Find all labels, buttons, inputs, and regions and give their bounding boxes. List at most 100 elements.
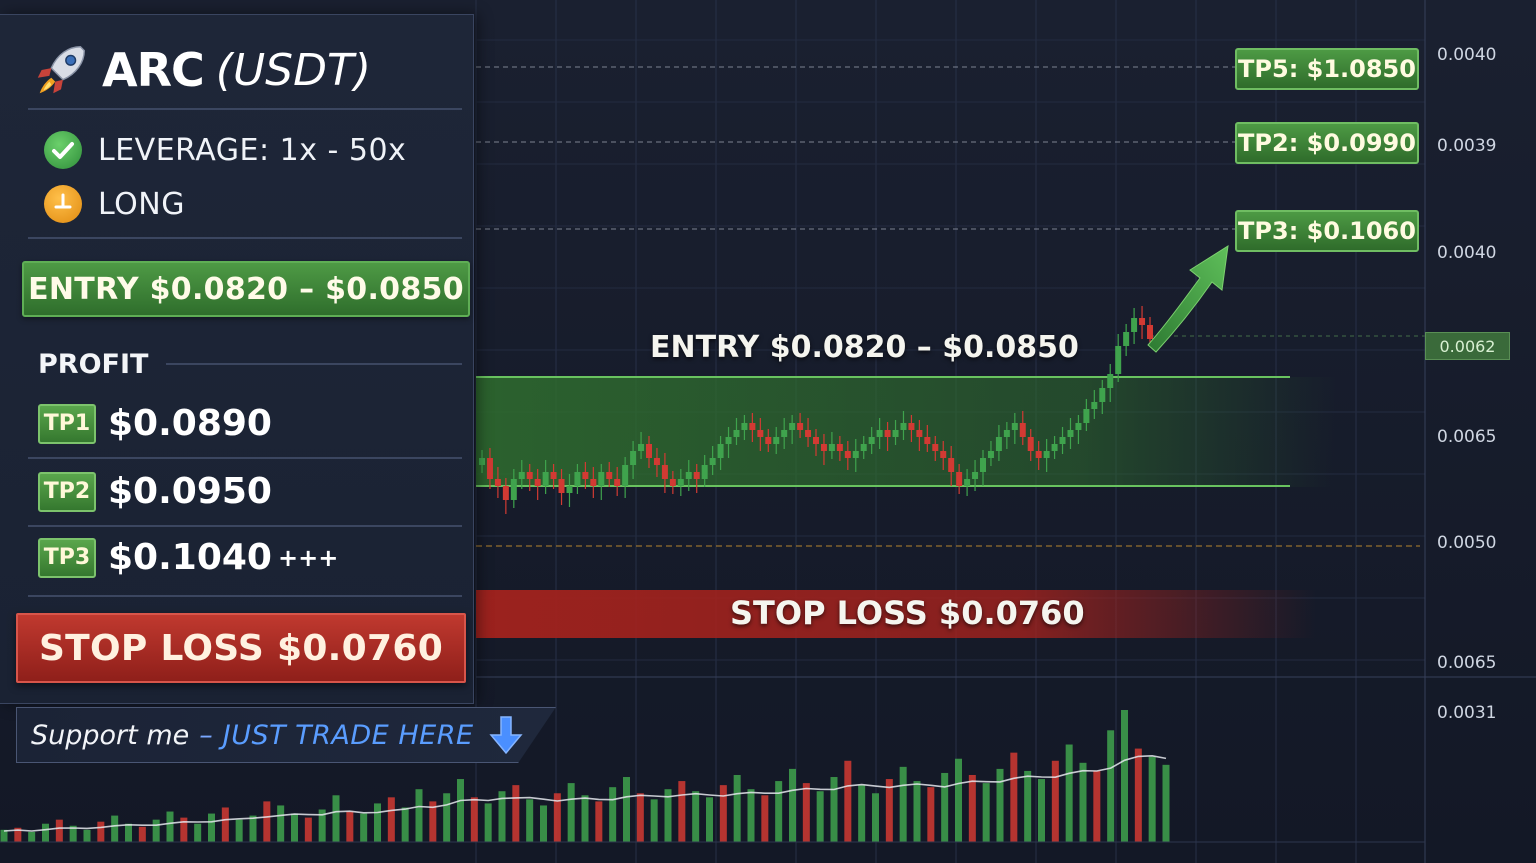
- candle-body: [852, 451, 859, 458]
- candle-body: [534, 479, 541, 486]
- candle-body: [1123, 332, 1130, 346]
- divider: [28, 595, 462, 597]
- candle-body: [725, 437, 732, 444]
- candle: [646, 436, 652, 468]
- volume-bar: [885, 779, 893, 842]
- trade-here-link[interactable]: JUST TRADE HERE: [222, 719, 474, 751]
- volume-bar: [1121, 710, 1128, 842]
- target-price: $0.0950: [108, 471, 272, 512]
- axis-tick-label: 0.0065: [1437, 653, 1497, 673]
- candle: [1067, 418, 1074, 449]
- candle: [900, 411, 907, 440]
- candle: [789, 415, 796, 444]
- candle: [606, 462, 613, 487]
- volume-bar: [650, 799, 658, 842]
- volume-bar: [14, 827, 22, 842]
- candle: [884, 422, 891, 451]
- candle-body: [550, 472, 557, 479]
- candle: [765, 429, 772, 452]
- volume-bar: [111, 815, 119, 842]
- candle-body: [836, 444, 843, 451]
- direction-row: LONG: [44, 185, 185, 223]
- target-row-tp3: TP3 $0.1040 +++: [38, 537, 338, 578]
- candle: [1115, 334, 1122, 382]
- candle-body: [860, 444, 867, 451]
- volume-bar: [429, 801, 437, 842]
- profit-heading: PROFIT: [38, 349, 149, 380]
- volume-bar: [747, 789, 755, 842]
- volume-bar: [858, 785, 866, 842]
- candle: [836, 436, 843, 461]
- chart-tag-tp5: TP5: $1.0850: [1235, 48, 1419, 90]
- candle: [813, 429, 819, 456]
- candle: [868, 427, 875, 454]
- candle: [1075, 415, 1082, 444]
- volume-bar: [263, 801, 271, 842]
- volume-bar: [83, 829, 91, 842]
- candle: [614, 467, 621, 496]
- volume-bar: [1148, 756, 1156, 842]
- candle: [709, 446, 716, 475]
- volume-bar: [415, 789, 423, 842]
- candle-body: [526, 472, 533, 479]
- candle: [972, 460, 979, 491]
- candle: [598, 464, 605, 500]
- candle-body: [956, 472, 963, 486]
- candle: [677, 469, 684, 496]
- candle: [781, 418, 788, 449]
- candle: [701, 455, 708, 487]
- volume-bar: [277, 805, 285, 842]
- candle-body: [844, 451, 851, 458]
- volume-bar: [927, 787, 935, 842]
- candle-body: [884, 430, 891, 437]
- candle-body: [1115, 346, 1122, 374]
- candle: [542, 460, 549, 494]
- candle: [566, 474, 573, 507]
- volume-bar: [360, 813, 368, 842]
- candle: [733, 418, 740, 445]
- candle-body: [749, 423, 756, 430]
- volume-bar: [166, 811, 174, 842]
- candle: [1107, 364, 1114, 402]
- clock-icon: [44, 185, 82, 223]
- check-icon: [44, 131, 82, 169]
- chart-tag-tp2: TP2: $0.0990: [1235, 122, 1419, 164]
- volume-bar: [1065, 744, 1073, 842]
- candle: [638, 432, 645, 459]
- candle: [1083, 399, 1090, 431]
- candle-body: [781, 430, 788, 437]
- divider: [28, 457, 462, 459]
- volume-bar: [484, 803, 492, 842]
- leverage-text: LEVERAGE: 1x - 50x: [98, 132, 407, 168]
- stop-loss-box: STOP LOSS $0.0760: [16, 613, 466, 683]
- volume-bar: [526, 799, 534, 842]
- candle-body: [1027, 437, 1034, 451]
- candle-body: [1019, 423, 1026, 437]
- candle: [741, 415, 748, 440]
- candle-body: [542, 472, 549, 486]
- candle: [956, 464, 963, 494]
- candle-body: [582, 472, 589, 479]
- volume-bar: [706, 797, 713, 842]
- volume-bar: [332, 795, 340, 842]
- candle-body: [1067, 430, 1074, 437]
- candle-body: [1035, 451, 1042, 458]
- volume-bar: [553, 793, 561, 842]
- candle-body: [757, 430, 764, 437]
- candle-body: [1011, 423, 1018, 430]
- target-row-tp2: TP2 $0.0950: [38, 471, 272, 512]
- candle-body: [828, 444, 835, 451]
- volume-bar: [1107, 730, 1115, 842]
- candle: [510, 469, 517, 508]
- volume-bar: [401, 807, 409, 842]
- volume-bar: [221, 807, 229, 842]
- candle: [1051, 436, 1058, 459]
- candle-body: [980, 458, 986, 472]
- volume-bar: [719, 785, 727, 842]
- candle-body: [1051, 444, 1058, 451]
- candle: [558, 469, 565, 505]
- candle: [1003, 422, 1010, 449]
- volume-bar: [0, 829, 8, 842]
- support-banner[interactable]: Support me – JUST TRADE HERE: [16, 707, 556, 763]
- candle-body: [964, 479, 971, 486]
